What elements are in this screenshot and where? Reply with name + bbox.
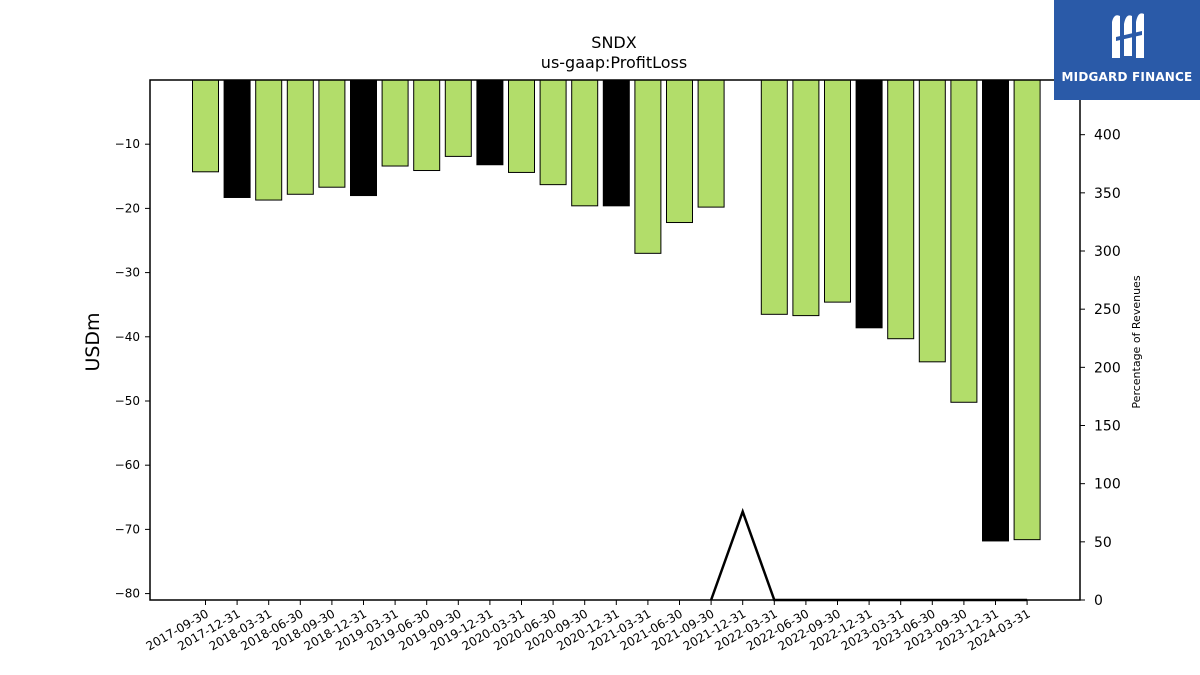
bar-2023-12-31 (982, 79, 1009, 542)
bar-2019-06-30 (413, 79, 441, 172)
bar-2019-09-30 (444, 79, 472, 157)
bar-2019-03-31 (381, 79, 409, 167)
y-tick-label: −20 (115, 201, 140, 215)
y2-tick-label: 100 (1094, 477, 1121, 493)
bar-2021-03-31 (634, 79, 662, 254)
y2-tick-label: 200 (1094, 360, 1121, 376)
bar-2022-03-31 (760, 79, 788, 315)
bar-2023-09-30 (950, 79, 978, 403)
y-tick-label: −70 (115, 522, 140, 536)
y-tick-label: −50 (115, 394, 140, 408)
bar-2021-06-30 (666, 79, 693, 224)
plot-frame (149, 79, 1081, 601)
y2-tick-label: 0 (1094, 593, 1103, 609)
chart-title: SNDX (591, 33, 636, 52)
y-tick-label: −60 (115, 458, 140, 472)
y-tick-label: −80 (115, 587, 140, 601)
y-tick-label: −10 (115, 137, 140, 151)
brand-logo: MIDGARD FINANCE (1054, 0, 1200, 100)
y2-tick-label: 50 (1094, 535, 1112, 551)
bar-2023-03-31 (887, 79, 915, 340)
y2-tick-label: 350 (1094, 186, 1121, 202)
y2-tick-label: 400 (1094, 128, 1121, 144)
brand-name: MIDGARD FINANCE (1061, 70, 1193, 84)
bar-2020-03-31 (508, 79, 535, 173)
bars-layer (192, 79, 1041, 542)
bar-2018-06-30 (286, 79, 314, 195)
y2-axis-label: Percentage of Revenues (1130, 275, 1143, 408)
percentage-line (709, 507, 1028, 602)
y-tick-label: −30 (115, 266, 140, 280)
bar-2022-12-31 (855, 79, 883, 329)
line-layer (709, 507, 1028, 602)
bar-2020-12-31 (602, 79, 630, 207)
bar-2024-03-31 (1013, 79, 1041, 541)
bar-2019-12-31 (476, 79, 504, 166)
bar-2017-09-30 (192, 79, 219, 173)
y-axis-label: USDm (82, 312, 104, 371)
bar-2020-09-30 (571, 79, 599, 207)
bar-2018-09-30 (318, 79, 346, 188)
bar-2018-12-31 (350, 79, 377, 197)
bar-2023-06-30 (918, 79, 946, 363)
y-tick-label: −40 (115, 330, 140, 344)
bar-2018-03-31 (255, 79, 283, 201)
brand-mark-icon (1112, 13, 1144, 58)
chart-subtitle: us-gaap:ProfitLoss (541, 53, 687, 72)
y2-tick-label: 150 (1094, 419, 1121, 435)
bar-2022-06-30 (792, 79, 820, 317)
bar-2022-09-30 (824, 79, 851, 303)
bar-2017-12-31 (223, 79, 251, 198)
bar-2021-09-30 (697, 79, 725, 208)
y2-tick-label: 250 (1094, 302, 1121, 318)
bar-2020-06-30 (539, 79, 567, 186)
y2-tick-label: 300 (1094, 244, 1121, 260)
